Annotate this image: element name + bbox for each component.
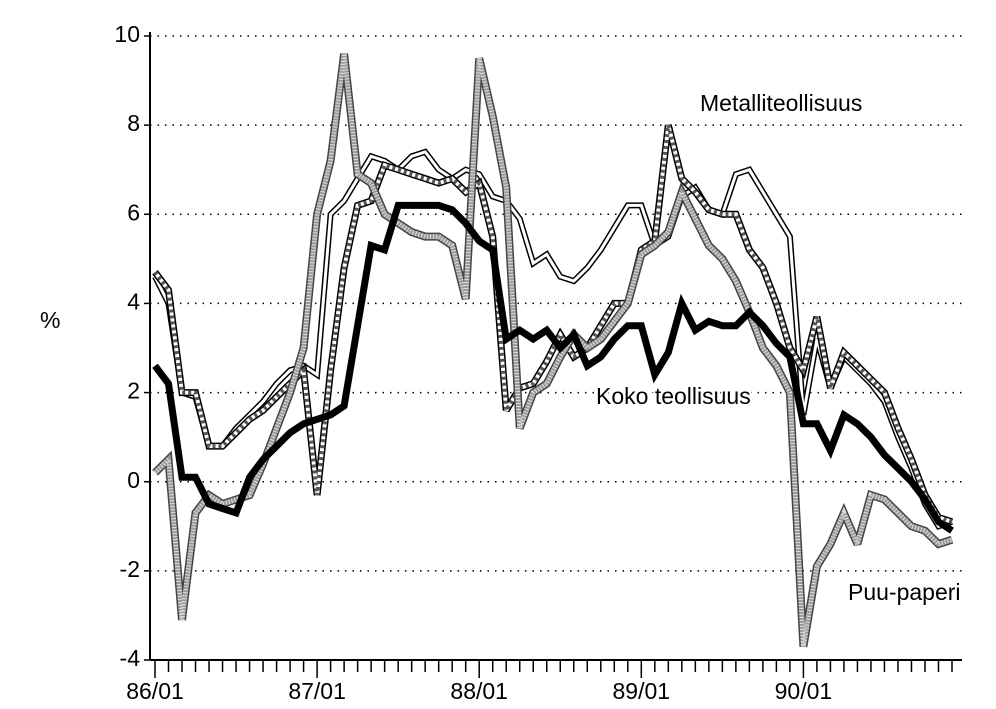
y-tick-label: 8 (127, 110, 140, 136)
y-axis-label: % (40, 307, 60, 333)
y-tick-label: 6 (127, 199, 140, 225)
x-tick-label: 88/01 (450, 678, 508, 704)
x-tick-label: 90/01 (775, 678, 833, 704)
annotation: Koko teollisuus (596, 383, 751, 409)
series-line (153, 124, 953, 524)
y-tick-label: 4 (127, 289, 140, 315)
y-tick-label: -2 (120, 556, 140, 582)
annotation: Puu-paperi (848, 579, 961, 605)
y-tick-label: -4 (120, 645, 141, 671)
series-line (153, 53, 953, 648)
x-tick-label: 86/01 (126, 678, 184, 704)
series-line (152, 124, 954, 526)
annotation: Metalliteollisuus (700, 90, 862, 116)
y-tick-label: 10 (114, 21, 140, 47)
series-line (153, 124, 953, 524)
x-tick-label: 89/01 (613, 678, 671, 704)
y-tick-label: 2 (127, 378, 140, 404)
series-line (152, 201, 954, 534)
x-tick-label: 87/01 (288, 678, 346, 704)
y-tick-label: 0 (127, 467, 140, 493)
